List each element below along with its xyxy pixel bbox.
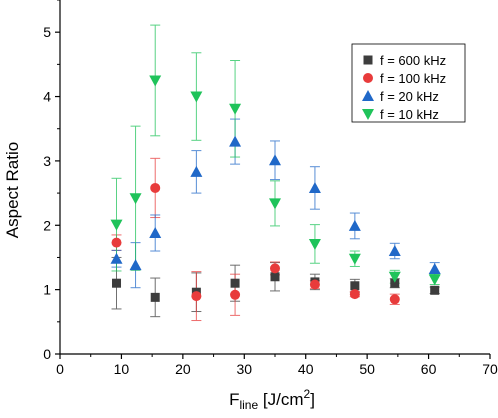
data-point (428, 263, 441, 275)
y-tick-label: 3 (43, 153, 51, 169)
x-tick-label: 50 (359, 361, 375, 377)
x-axis-label-main: F (229, 390, 239, 409)
y-axis-label: Aspect Ratio (3, 142, 22, 238)
data-point (270, 272, 280, 282)
data-point (269, 198, 281, 210)
data-point (129, 259, 142, 271)
y-tick-label: 5 (43, 24, 51, 40)
x-tick-label: 30 (236, 361, 252, 377)
x-axis-label: Fline [J/cm2] (229, 387, 315, 412)
y-tick-label: 1 (43, 282, 51, 298)
data-point (348, 253, 361, 265)
data-point (389, 294, 400, 305)
x-tick-label: 40 (298, 361, 314, 377)
data-point (229, 135, 242, 147)
data-point (308, 238, 321, 250)
data-point (110, 219, 123, 231)
data-point (428, 274, 441, 286)
legend-marker (362, 109, 374, 120)
data-point (229, 103, 242, 115)
axes: 0 10 20 30 40 50 60 70 0 1 2 3 4 5 (43, 0, 498, 377)
legend-marker (362, 90, 374, 101)
x-axis-label-sup: 2 (304, 387, 311, 401)
data-point (348, 219, 361, 231)
data-point (388, 245, 401, 257)
data-markers (110, 75, 441, 305)
y-tick-label: 4 (43, 89, 51, 105)
legend-label: f = 10 kHz (380, 107, 439, 122)
legend-label: f = 100 kHz (380, 71, 446, 86)
data-point (150, 292, 160, 302)
data-point (388, 271, 401, 283)
data-point (270, 263, 280, 274)
data-point (308, 181, 321, 193)
x-tick-label: 0 (56, 361, 64, 377)
x-tick-label: 20 (175, 361, 191, 377)
x-tick-label: 10 (114, 361, 130, 377)
x-axis-label-end: ] (310, 390, 315, 409)
data-point (230, 278, 240, 288)
data-point (190, 165, 203, 177)
legend-label: f = 600 kHz (380, 53, 446, 68)
data-point (190, 91, 203, 103)
legend-label: f = 20 kHz (380, 89, 439, 104)
data-point (149, 75, 162, 87)
data-point (230, 289, 241, 300)
data-point (150, 182, 161, 193)
x-axis-label-unit: [J/cm (258, 390, 303, 409)
data-point (112, 278, 122, 288)
y-tick-label: 2 (43, 217, 51, 233)
x-tick-label: 70 (482, 361, 498, 377)
legend-marker (363, 55, 373, 65)
data-point (349, 289, 360, 300)
data-point (350, 281, 360, 291)
data-point (269, 154, 281, 166)
x-tick-label: 60 (421, 361, 437, 377)
legend: f = 600 kHz f = 100 kHz f = 20 kHz f = 10 k… (351, 43, 466, 123)
data-point (430, 285, 440, 295)
data-point (191, 291, 202, 302)
data-point (309, 279, 320, 290)
data-point (111, 237, 122, 248)
x-axis-label-sub: line (239, 398, 258, 412)
data-point (129, 193, 142, 205)
data-point (390, 278, 400, 288)
data-point (110, 252, 123, 264)
legend-marker (363, 73, 373, 83)
data-point (149, 226, 162, 238)
y-tick-label: 0 (43, 346, 51, 362)
